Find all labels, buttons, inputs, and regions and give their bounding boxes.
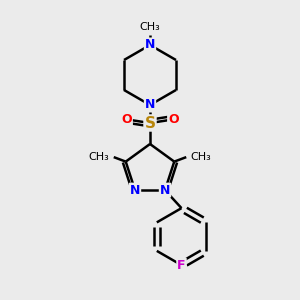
Text: CH₃: CH₃ bbox=[88, 152, 109, 162]
Text: N: N bbox=[160, 184, 170, 196]
Text: N: N bbox=[145, 38, 155, 52]
Text: CH₃: CH₃ bbox=[140, 22, 160, 32]
Text: F: F bbox=[177, 259, 186, 272]
Text: O: O bbox=[168, 113, 179, 126]
Text: CH₃: CH₃ bbox=[191, 152, 212, 162]
Text: O: O bbox=[121, 113, 132, 126]
Text: N: N bbox=[145, 98, 155, 112]
Text: N: N bbox=[130, 184, 140, 196]
Text: S: S bbox=[145, 116, 155, 130]
